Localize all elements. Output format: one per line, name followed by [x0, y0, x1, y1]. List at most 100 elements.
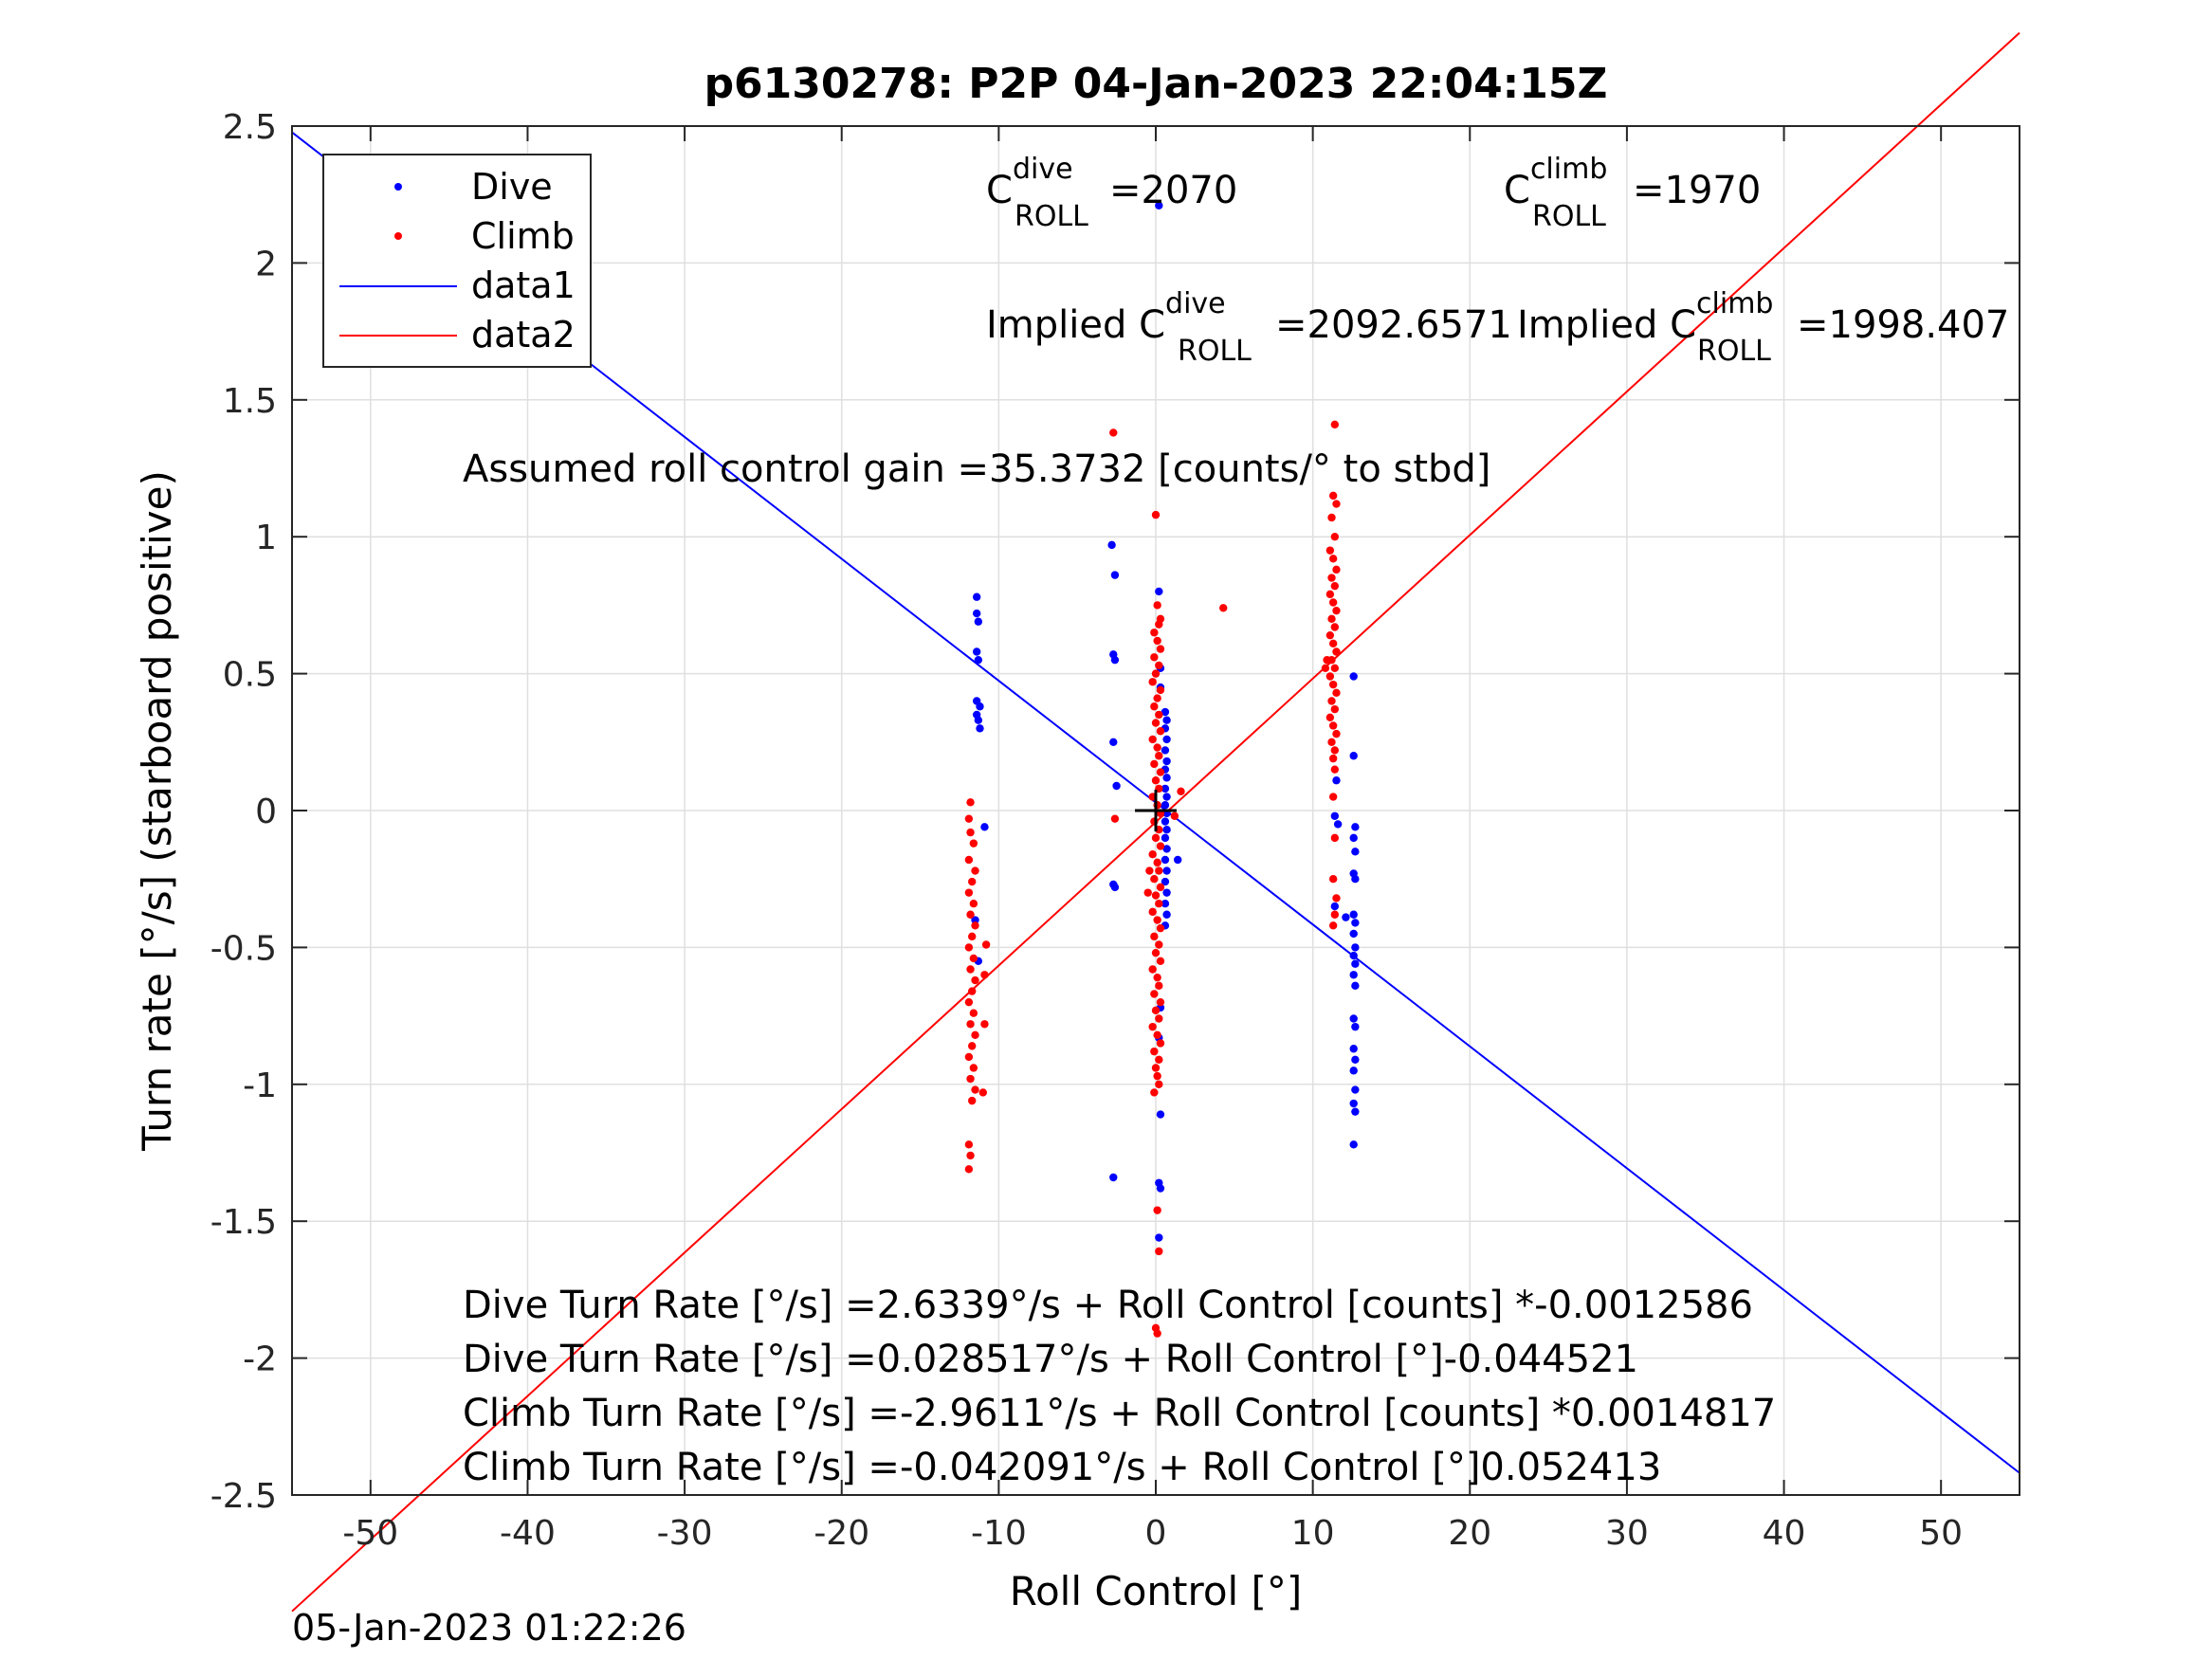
climb-point — [1332, 647, 1341, 656]
dive-point — [1351, 848, 1360, 856]
climb-point — [1156, 685, 1165, 695]
dive-point — [1351, 1107, 1360, 1116]
y-tick-label: 2 — [255, 245, 277, 283]
dive-point — [972, 647, 981, 656]
climb-point — [1328, 921, 1338, 930]
climb-point — [1325, 590, 1335, 599]
legend-data1-label: data1 — [471, 264, 576, 306]
dive-point — [1161, 833, 1170, 843]
dive-point — [1333, 820, 1343, 829]
climb-point — [1153, 916, 1161, 924]
climb-point — [1150, 990, 1159, 998]
y-tick-label: -2.5 — [210, 1477, 277, 1516]
climb-point — [1155, 710, 1163, 720]
climb-point — [1156, 923, 1165, 933]
climb-point — [1330, 765, 1340, 774]
climb-point — [1327, 697, 1336, 705]
c-roll-dive-annotation: Cdive ROLL =2070 — [986, 153, 1237, 233]
climb-point — [1150, 932, 1159, 941]
dive-point — [1351, 943, 1360, 952]
climb-point — [1150, 653, 1159, 662]
y-tick-label: 2.5 — [223, 108, 277, 147]
dive-point — [1161, 707, 1170, 717]
climb-point — [1151, 510, 1161, 520]
implied-dive-sup: dive — [1165, 287, 1226, 320]
climb-point — [1150, 629, 1159, 637]
climb-point — [1109, 428, 1118, 437]
dive-point — [1351, 1022, 1360, 1031]
dive-point — [1107, 540, 1116, 550]
climb-point — [968, 1096, 977, 1105]
climb-point — [981, 940, 991, 949]
climb-point — [1170, 811, 1179, 820]
climb-point — [1156, 842, 1165, 850]
climb-point — [1155, 1014, 1163, 1023]
legend-climb-label: Climb — [471, 215, 575, 257]
climb-point — [1330, 533, 1340, 541]
dive-point — [1162, 774, 1171, 782]
climb-point — [968, 987, 977, 995]
climb-point — [1151, 948, 1161, 957]
climb-point — [1155, 620, 1163, 629]
climb-point — [1156, 1039, 1165, 1048]
c-roll-dive-prefix: C — [986, 169, 1013, 212]
dive-point — [1351, 981, 1360, 991]
climb-point — [1153, 1206, 1161, 1214]
climb-point — [1153, 636, 1161, 646]
climb-point — [978, 1088, 988, 1097]
dive-point — [1349, 1066, 1358, 1075]
climb-point — [1219, 604, 1228, 612]
climb-point — [1148, 678, 1157, 686]
dive-point — [1162, 716, 1171, 724]
dive-point — [1349, 1014, 1358, 1023]
climb-point — [1156, 727, 1165, 736]
dive-point — [1155, 587, 1163, 596]
climb-point — [1332, 729, 1341, 738]
climb-point — [966, 965, 975, 974]
dive-point — [1351, 875, 1360, 884]
dive-point — [1112, 781, 1121, 791]
climb-point — [966, 1074, 975, 1084]
climb-point — [1156, 883, 1165, 892]
y-tick-label: 1 — [255, 519, 277, 557]
climb-point — [971, 975, 979, 985]
dive-point — [1351, 919, 1360, 927]
climb-point — [1330, 704, 1340, 714]
dive-point — [1156, 1184, 1165, 1193]
dive-point — [1349, 951, 1358, 960]
dive-point — [1351, 959, 1360, 968]
dive-point — [974, 655, 983, 665]
climb-point — [980, 971, 989, 979]
climb-point — [1327, 614, 1336, 624]
x-tick-label: 40 — [1763, 1514, 1806, 1553]
dive-point — [1349, 971, 1358, 979]
climb-point — [1332, 894, 1341, 902]
fit-line-dive-degrees: Dive Turn Rate [°/s] =0.028517°/s + Roll… — [463, 1338, 1638, 1381]
dive-point — [1351, 1055, 1360, 1065]
dive-point — [1162, 757, 1171, 766]
climb-point — [1148, 965, 1157, 974]
x-tick-label: -50 — [342, 1514, 398, 1553]
climb-point — [1332, 565, 1341, 574]
climb-point — [1330, 623, 1340, 631]
climb-point — [1323, 655, 1331, 665]
climb-point — [968, 1042, 977, 1050]
climb-point — [1328, 491, 1338, 501]
dive-point — [1110, 883, 1120, 892]
climb-point — [964, 943, 974, 952]
dive-point — [1156, 1110, 1165, 1119]
climb-point — [1325, 546, 1335, 555]
climb-point — [966, 1020, 975, 1029]
climb-point — [1327, 513, 1336, 522]
climb-point — [964, 1140, 974, 1149]
climb-point — [1148, 735, 1157, 744]
climb-point — [1328, 754, 1338, 763]
climb-point — [1328, 680, 1338, 689]
c-roll-climb-prefix: C — [1504, 169, 1530, 212]
climb-point — [1151, 833, 1161, 843]
implied-climb-prefix: Implied C — [1517, 303, 1696, 347]
legend-climb-marker — [394, 232, 402, 240]
dive-point — [1351, 823, 1360, 831]
climb-point — [1156, 645, 1165, 653]
climb-point — [980, 1020, 989, 1029]
